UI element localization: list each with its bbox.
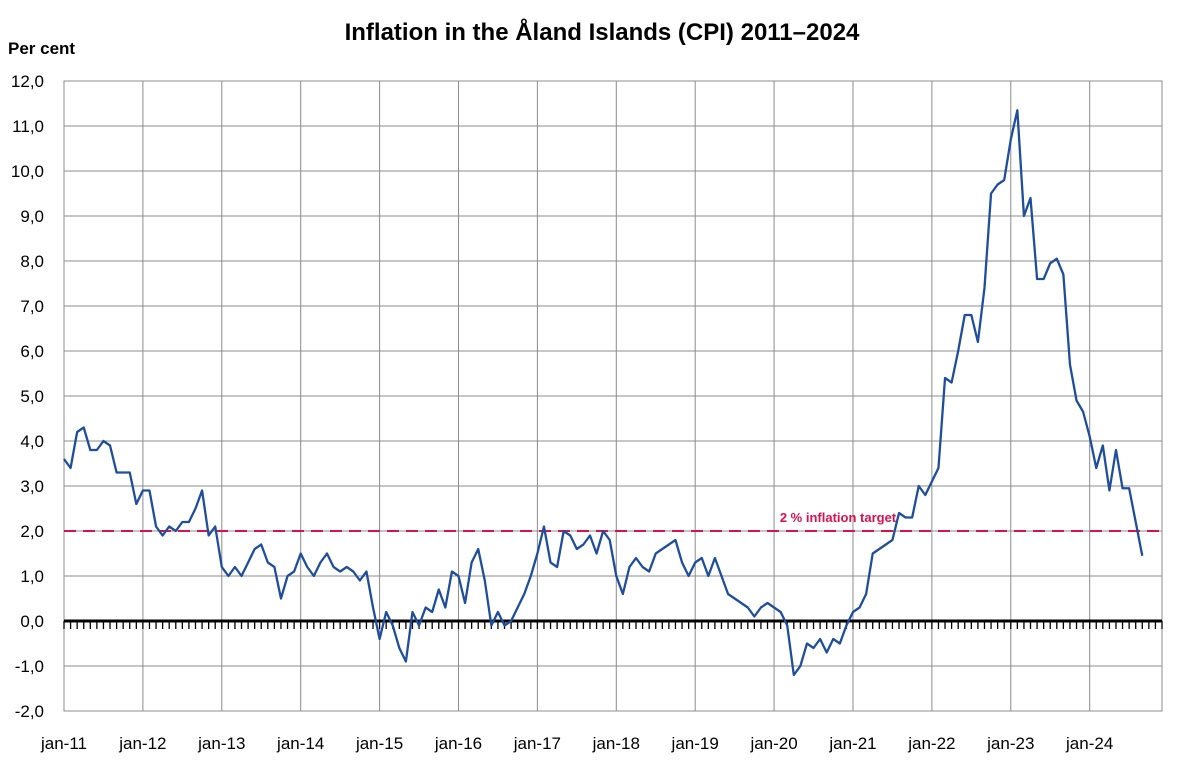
y-tick-label: -1,0 [15, 657, 44, 676]
x-tick-label: jan-14 [276, 734, 324, 753]
y-tick-label: -2,0 [15, 702, 44, 721]
x-tick-label: jan-13 [197, 734, 245, 753]
y-tick-label: 2,0 [20, 522, 44, 541]
target-label: 2 % inflation target [780, 510, 897, 525]
x-tick-label: jan-18 [592, 734, 640, 753]
y-axis-label: Per cent [8, 39, 75, 58]
series-line [63, 109, 1144, 677]
x-tick-label: jan-16 [434, 734, 482, 753]
y-tick-label: 1,0 [20, 567, 44, 586]
y-tick-label: 8,0 [20, 252, 44, 271]
y-tick-label: 12,0 [11, 72, 44, 91]
x-tick-label: jan-19 [671, 734, 719, 753]
y-tick-label: 4,0 [20, 432, 44, 451]
x-tick-label: jan-20 [749, 734, 797, 753]
y-tick-label: 11,0 [12, 117, 44, 136]
x-axis-zero-line [63, 619, 1163, 629]
y-tick-label: 3,0 [20, 477, 44, 496]
y-tick-label: 5,0 [20, 387, 44, 406]
chart-title: Inflation in the Åland Islands (CPI) 201… [345, 18, 860, 46]
x-tick-label: jan-11 [40, 734, 87, 753]
x-tick-label: jan-23 [986, 734, 1034, 753]
x-tick-label: jan-15 [355, 734, 403, 753]
x-tick-label: jan-12 [118, 734, 166, 753]
x-tick-labels: jan-11 jan-12 jan-13 jan-14 jan-15 jan-16 jan-… [40, 734, 1113, 753]
plot-area-frame [63, 80, 1163, 712]
x-tick-label: jan-21 [828, 734, 876, 753]
x-tick-label: jan-24 [1065, 734, 1113, 753]
x-tick-label: jan-22 [907, 734, 955, 753]
y-tick-label: 7,0 [20, 297, 44, 316]
series-layer [63, 109, 1144, 677]
y-tick-label: 0,0 [20, 612, 44, 631]
y-tick-label: 10,0 [11, 162, 44, 181]
y-tick-labels: -2,0 -1,0 0,0 1,0 2,0 3,0 4,0 5,0 6,0 7,0 8,0 9,0 10… [11, 72, 44, 721]
x-tick-label: jan-17 [513, 734, 561, 753]
inflation-target: 2 % inflation target [64, 510, 1162, 532]
y-tick-label: 9,0 [20, 207, 44, 226]
grid [63, 80, 1162, 712]
y-tick-label: 6,0 [20, 342, 44, 361]
